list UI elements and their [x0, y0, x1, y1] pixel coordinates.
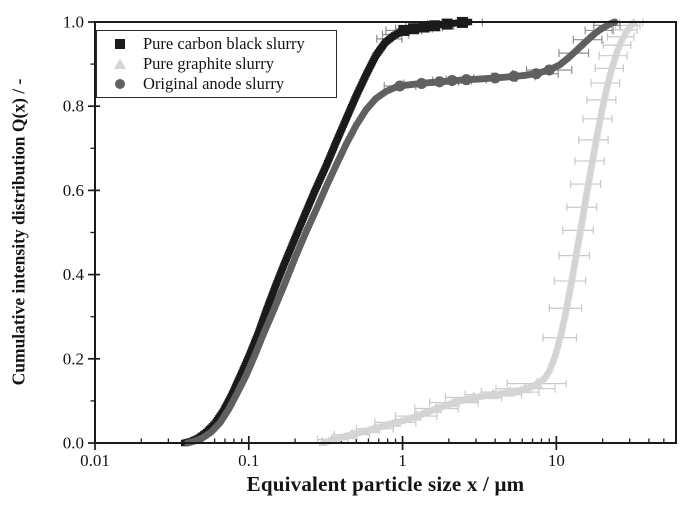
y-tick-label: 0.2 [63, 349, 84, 368]
square-marker-icon [97, 37, 143, 51]
y-tick-label: 0.0 [63, 434, 84, 453]
legend: Pure carbon black slurry Pure graphite s… [96, 30, 337, 98]
legend-item-label: Pure graphite slurry [143, 53, 275, 73]
x-tick-label: 0.1 [238, 451, 259, 470]
legend-item-label: Pure carbon black slurry [143, 33, 305, 53]
x-tick-label: 0.01 [80, 451, 110, 470]
legend-item-label: Original anode slurry [143, 73, 285, 93]
legend-item: Pure carbon black slurry [97, 34, 336, 54]
y-tick-label: 1.0 [63, 13, 84, 32]
circle-marker-icon [97, 77, 143, 91]
x-tick-label: 10 [548, 451, 565, 470]
x-tick-label: 1 [398, 451, 407, 470]
legend-item: Original anode slurry [97, 74, 336, 94]
y-tick-label: 0.8 [63, 97, 84, 116]
x-axis-title: Equivalent particle size x / μm [246, 472, 525, 496]
legend-item: Pure graphite slurry [97, 54, 336, 74]
y-tick-label: 0.4 [63, 265, 85, 284]
y-axis-title: Cumulative intensity distribution Q(x) /… [8, 78, 29, 386]
triangle-marker-icon [97, 57, 143, 71]
y-tick-label: 0.6 [63, 181, 84, 200]
